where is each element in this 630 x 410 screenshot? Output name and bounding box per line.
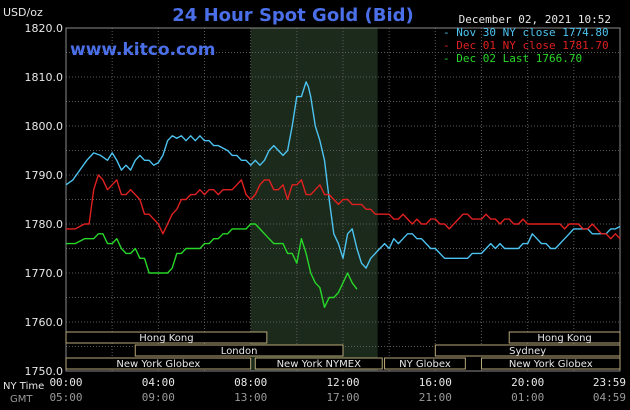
series-line-1 (65, 81, 621, 269)
gmt-label: GMT (10, 394, 33, 405)
y-tick-label: 1760.0 (25, 316, 64, 329)
chart-text: Hong Kong Hong Kong London Sydney New York G… (3, 5, 626, 405)
x-tick-label-ny: 08:00 (234, 376, 267, 389)
shaded-session-region (250, 28, 378, 371)
session-bar (434, 344, 621, 357)
y-tick-label: 1820.0 (25, 22, 64, 35)
legend-entry: - Nov 30 NY close 1774.80 (443, 26, 609, 39)
session-bar (134, 344, 344, 357)
session-label: Hong Kong (139, 333, 193, 344)
plot-frame (65, 27, 621, 372)
session-label: New York NYMEX (277, 359, 362, 370)
series-lines (65, 81, 621, 370)
y-tick-label: 1750.0 (25, 365, 64, 378)
session-label: New York Globex (116, 359, 200, 370)
session-bar (481, 357, 621, 370)
session-label: London (221, 346, 258, 357)
x-tick-label-gmt: 01:00 (511, 391, 544, 404)
session-label: Hong Kong (537, 333, 591, 344)
x-tick-label-gmt: 04:59 (593, 391, 626, 404)
y-tick-label: 1790.0 (25, 169, 64, 182)
x-tick-label-ny: 23:59 (593, 376, 626, 389)
x-tick-label-gmt: 17:00 (326, 391, 359, 404)
legend-entry: - Dec 02 Last 1766.70 (443, 52, 582, 65)
ny-time-label: NY Time (3, 381, 44, 392)
session-bar (508, 331, 621, 344)
x-tick-label-ny: 04:00 (142, 376, 175, 389)
session-label: New York Globex (509, 359, 593, 370)
x-tick-label-ny: 20:00 (511, 376, 544, 389)
session-bar (65, 357, 252, 370)
watermark: www.kitco.com (70, 40, 215, 60)
session-label: Sydney (509, 346, 546, 357)
y-tick-label: 1770.0 (25, 267, 64, 280)
x-tick-label-ny: 00:00 (49, 376, 82, 389)
y-unit-label: USD/oz (3, 6, 43, 19)
y-tick-label: 1800.0 (25, 120, 64, 133)
x-tick-label-gmt: 21:00 (419, 391, 452, 404)
chart-title: 24 Hour Spot Gold (Bid) (172, 5, 413, 26)
y-tick-label: 1810.0 (25, 71, 64, 84)
session-bar (384, 357, 466, 370)
x-tick-label-ny: 12:00 (326, 376, 359, 389)
y-tick-label: 1780.0 (25, 218, 64, 231)
series-line-3 (66, 223, 358, 308)
x-tick-label-ny: 16:00 (419, 376, 452, 389)
session-bar (65, 331, 268, 344)
x-tick-label-gmt: 09:00 (142, 391, 175, 404)
x-tick-label-gmt: 05:00 (49, 391, 82, 404)
session-label: NY Globex (399, 359, 451, 370)
timestamp: December 02, 2021 10:52 (459, 13, 611, 26)
session-bar (254, 357, 383, 370)
series-line-2 (66, 174, 621, 240)
legend-entry: - Dec 01 NY close 1781.70 (443, 39, 609, 52)
x-tick-label-gmt: 13:00 (234, 391, 267, 404)
